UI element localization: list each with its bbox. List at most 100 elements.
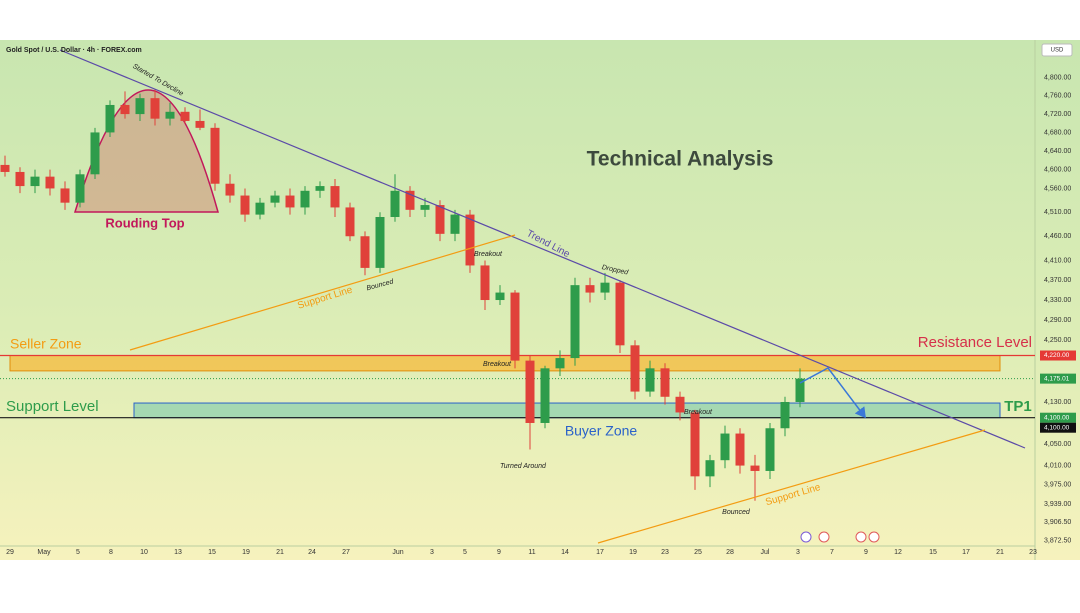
y-tick-label: 4,460.00 [1044,233,1071,240]
price-tag-label: 4,100.00 [1044,414,1070,421]
candle-body [585,285,595,293]
candle-body [135,98,145,115]
x-tick-label: 25 [694,549,702,556]
x-tick-label: 23 [1029,549,1037,556]
x-tick-label: 13 [174,549,182,556]
candle-body [30,176,40,187]
y-tick-label: 4,290.00 [1044,317,1071,324]
candle-body [315,186,325,191]
candle-body [630,345,640,392]
candle-body [615,282,625,346]
x-tick-label: 17 [962,549,970,556]
candle-body [750,465,760,471]
x-tick-label: 12 [894,549,902,556]
annotation: Breakout [483,361,512,368]
y-tick-label: 4,600.00 [1044,166,1071,173]
candle-body [120,104,130,115]
candle-body [450,214,460,234]
candle-body [660,368,670,397]
candle-body [555,358,565,369]
price-tag [1040,350,1076,361]
candle-body [600,282,610,293]
x-tick-label: 19 [242,549,250,556]
candle-body [720,433,730,461]
candle-body [375,216,385,268]
y-tick-label: 4,560.00 [1044,185,1071,192]
candle-body [645,368,655,392]
x-tick-label: May [37,549,51,556]
event-icon[interactable] [800,531,812,543]
candle-body [150,98,160,119]
candle-body [165,111,175,119]
candle-body [390,190,400,217]
x-tick-label: 7 [830,549,834,556]
x-tick-label: 29 [6,549,14,556]
candle-body [540,368,550,423]
candle-body [255,202,265,215]
x-tick-label: 15 [929,549,937,556]
x-tick-label: 23 [661,549,669,556]
currency: USD [1051,48,1064,54]
event-icon[interactable] [868,531,880,543]
level-label: Resistance Level [918,334,1032,351]
x-tick-label: Jul [761,549,770,556]
candle-body [405,190,415,210]
candle-body [360,236,370,268]
candle-body [510,292,520,361]
candle-body [0,164,10,172]
price-tag-label: 4,100.00 [1044,424,1070,431]
price-tag-label: 4,220.00 [1044,352,1070,359]
y-tick-label: 4,760.00 [1044,93,1071,100]
level-label: Support Level [6,398,99,415]
candle-body [225,183,235,196]
candle-body [285,195,295,208]
candle-body [90,132,100,175]
x-tick-label: 9 [497,549,501,556]
candle-body [465,214,475,266]
candle-body [690,412,700,477]
candle-body [525,360,535,423]
x-tick-label: 3 [430,549,434,556]
y-tick-label: 4,410.00 [1044,257,1071,264]
candle-body [735,433,745,466]
candle-body [780,401,790,429]
y-tick-label: 3,975.00 [1044,481,1071,488]
candle-body [345,207,355,237]
candle-body [675,396,685,413]
candle-body [15,171,25,187]
candle-body [795,378,805,402]
candle-body [480,265,490,301]
price-tag [1040,422,1076,433]
y-tick-label: 3,906.50 [1044,519,1071,526]
candle-body [570,285,580,359]
annotation: Rouding Top [105,215,184,230]
x-tick-label: 27 [342,549,350,556]
candle-body [765,428,775,471]
candle-body [330,186,340,208]
candle-body [300,190,310,208]
currency-box [1041,43,1073,57]
x-tick-label: 28 [726,549,734,556]
y-tick-label: 4,510.00 [1044,209,1071,216]
candle-body [210,127,220,184]
annotation: Bounced [722,509,751,516]
annotation: Breakout [684,409,713,416]
x-tick-label: 14 [561,549,569,556]
symbol-title: Gold Spot / U.S. Dollar · 4h · FOREX.com [6,47,142,54]
candle-body [105,104,115,133]
x-tick-label: 19 [629,549,637,556]
zone-label: Buyer Zone [565,423,638,439]
zone-label: Seller Zone [10,336,82,352]
y-tick-label: 4,130.00 [1044,399,1071,406]
x-tick-label: Jun [392,549,403,556]
candle-body [420,205,430,210]
event-icon[interactable] [855,531,867,543]
candle-body [435,205,445,234]
price-tag [1040,412,1076,423]
x-tick-label: 17 [596,549,604,556]
y-tick-label: 4,250.00 [1044,337,1071,344]
y-tick-label: 4,010.00 [1044,462,1071,469]
event-icon[interactable] [818,531,830,543]
y-tick-label: 4,370.00 [1044,277,1071,284]
x-tick-label: 8 [109,549,113,556]
